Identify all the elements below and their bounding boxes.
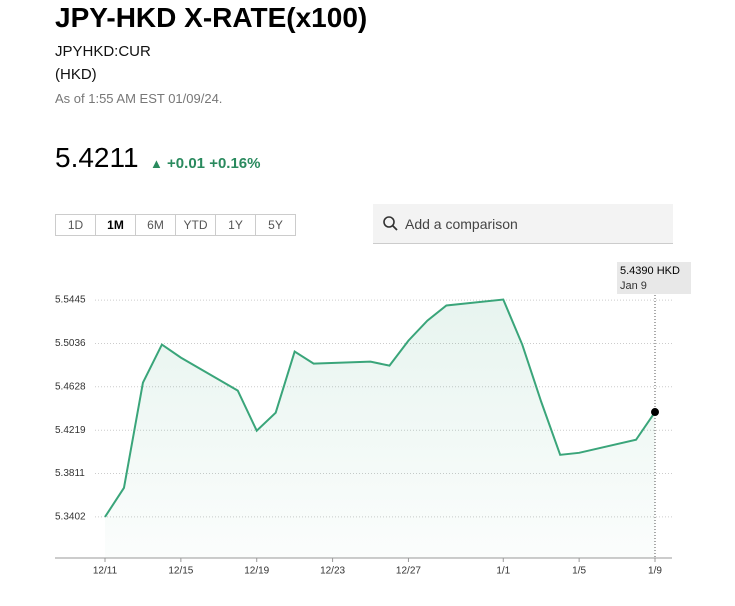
x-tick-label: 1/1 [496,566,510,577]
y-tick-label: 5.4219 [55,425,86,436]
range-button[interactable]: 6M [135,214,176,236]
range-button[interactable]: 1Y [215,214,256,236]
y-tick-label: 5.5036 [55,338,86,349]
change-pct: +0.16% [209,155,261,172]
x-tick-label: 12/27 [396,566,421,577]
area [105,299,655,558]
y-tick-label: 5.5445 [55,295,86,306]
x-tick-label: 12/11 [93,566,118,577]
hover-point [651,408,659,417]
price: 5.4211 [55,142,139,173]
x-tick-label: 1/9 [648,566,662,577]
range-button[interactable]: YTD [175,214,216,236]
ticker: JPYHKD:CUR [55,43,151,60]
change-abs: +0.01 [167,155,206,172]
change: ▲ +0.01 +0.16% [150,155,260,172]
y-tick-label: 5.3811 [55,468,85,479]
range-buttons: 1D 1M 6M YTD 1Y 5Y [55,214,296,236]
x-tick-label: 1/5 [572,566,586,577]
y-tick-label: 5.3402 [55,512,86,523]
price-line [104,298,656,518]
y-tick-label: 5.4628 [55,381,86,392]
x-tick-label: 12/15 [168,566,193,577]
search-icon [383,216,398,231]
range-button[interactable]: 5Y [255,214,296,236]
x-tick-label: 12/19 [244,566,269,577]
comparison-search[interactable]: Add a comparison [373,204,673,244]
currency: (HKD) [55,66,97,83]
search-placeholder: Add a comparison [405,216,518,232]
as-of: As of 1:55 AM EST 01/09/24. [55,91,223,106]
range-button[interactable]: 1D [55,214,96,236]
x-tick-label: 12/23 [320,566,345,577]
range-button[interactable]: 1M [95,214,136,236]
tooltip-value: 5.4390 HKD [620,265,680,277]
tooltip-box [617,262,691,294]
up-arrow: ▲ [150,156,163,171]
tooltip-date: Jan 9 [620,280,647,292]
title: JPY-HKD X-RATE(x100) [55,2,368,33]
